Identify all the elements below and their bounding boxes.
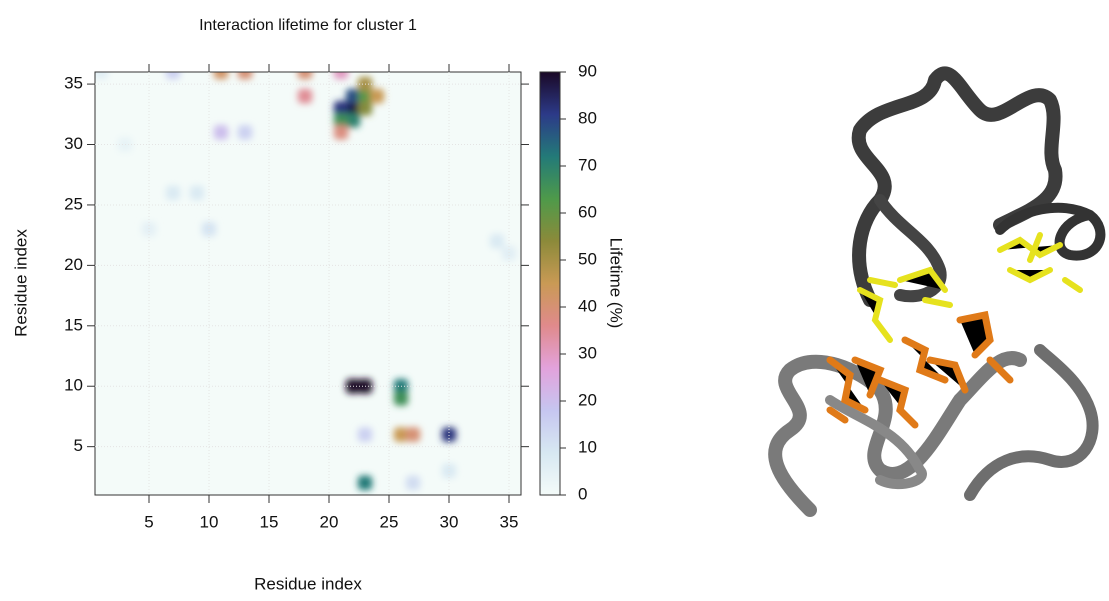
x-tick-label: 15 [260, 512, 279, 531]
x-tick-label: 30 [440, 512, 459, 531]
colorbar-tick-label: 60 [578, 202, 597, 221]
colorbar-tick-label: 0 [578, 484, 587, 503]
helix-light [825, 395, 927, 490]
colorbar-tick-label: 40 [578, 296, 597, 315]
heatmap-cell [345, 113, 361, 128]
heatmap-cell [213, 125, 229, 140]
yellow-residues [857, 232, 1083, 343]
y-tick-label: 30 [64, 134, 83, 153]
heatmap-cell [333, 101, 349, 116]
y-tick-label: 25 [64, 194, 83, 213]
heatmap-cell [237, 125, 253, 140]
colorbar-label: Lifetime (%) [607, 238, 626, 329]
y-tick-label: 20 [64, 255, 83, 274]
heatmap-cell [213, 72, 229, 80]
heatmap-cell [357, 101, 373, 116]
colorbar-tick-label: 70 [578, 155, 597, 174]
heatmap-cell [333, 113, 349, 128]
heatmap-cell [405, 427, 421, 442]
colorbar-tick-label: 30 [578, 343, 597, 362]
heatmap-cell [165, 72, 181, 80]
heatmap-cell [201, 221, 217, 237]
heatmap-cell [393, 391, 409, 406]
heatmap-cell [95, 72, 109, 80]
heatmap-cell [297, 72, 313, 80]
heatmap-cell [237, 72, 253, 80]
colorbar-tick-label: 50 [578, 249, 597, 268]
colorbar-tick-label: 90 [578, 61, 597, 80]
heatmap-cell [441, 463, 457, 479]
colorbar-tick-label: 10 [578, 437, 597, 456]
chart-title: Interaction lifetime for cluster 1 [199, 17, 417, 34]
heatmap-cell [405, 475, 421, 491]
colorbar [539, 71, 561, 496]
helix-light [964, 344, 1099, 501]
y-tick-label: 5 [74, 436, 83, 455]
heatmap-cell [501, 246, 517, 261]
heatmap-cell [357, 475, 373, 491]
heatmap-cell [489, 233, 505, 249]
heatmap [95, 72, 521, 495]
x-axis-label: Residue index [254, 574, 362, 593]
heatmap-cell [141, 221, 157, 237]
protein-image [768, 66, 1106, 517]
x-tick-label: 5 [144, 512, 153, 531]
colorbar-tick-label: 80 [578, 108, 597, 127]
heatmap-cell [345, 101, 361, 116]
x-tick-label: 20 [320, 512, 339, 531]
heatmap-cell [297, 88, 313, 104]
heatmap-cell [333, 72, 349, 80]
heatmap-cell [441, 427, 457, 442]
y-tick-label: 15 [64, 315, 83, 334]
heatmap-cell [345, 88, 361, 104]
y-tick-label: 10 [64, 376, 83, 395]
heatmap-cell [357, 88, 373, 104]
heatmap-cell [393, 427, 409, 442]
heatmap-cell [189, 185, 205, 201]
heatmap-cell [357, 427, 373, 442]
x-tick-label: 25 [380, 512, 399, 531]
helix-dark [851, 66, 1063, 307]
orange-residues [826, 310, 1014, 429]
y-axis-label: Residue index [11, 229, 30, 337]
heatmap-cell [369, 88, 385, 104]
helix-dark [995, 202, 1106, 261]
cell-group [95, 72, 517, 491]
x-tick-label: 35 [500, 512, 519, 531]
heatmap-cell [333, 125, 349, 140]
plot-background [95, 72, 521, 495]
helix-dark [874, 194, 947, 303]
x-tick-label: 10 [200, 512, 219, 531]
y-tick-label: 35 [64, 74, 83, 93]
heatmap-cell [165, 185, 181, 201]
plot-frame [94, 71, 522, 496]
colorbar-tick-label: 20 [578, 390, 597, 409]
helix-light [768, 351, 1027, 517]
